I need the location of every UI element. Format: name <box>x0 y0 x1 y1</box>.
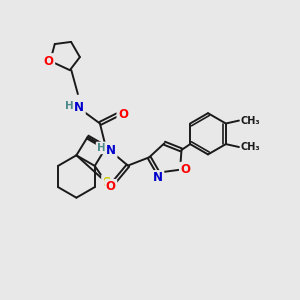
Text: O: O <box>44 55 54 68</box>
Text: N: N <box>153 172 163 184</box>
Text: N: N <box>106 144 116 157</box>
Text: S: S <box>103 176 111 189</box>
Text: O: O <box>180 163 190 176</box>
Text: H: H <box>97 143 106 153</box>
Text: O: O <box>118 108 128 121</box>
Text: H: H <box>65 101 74 111</box>
Text: CH₃: CH₃ <box>241 142 260 152</box>
Text: N: N <box>74 101 84 114</box>
Text: CH₃: CH₃ <box>241 116 260 126</box>
Text: O: O <box>106 180 116 193</box>
